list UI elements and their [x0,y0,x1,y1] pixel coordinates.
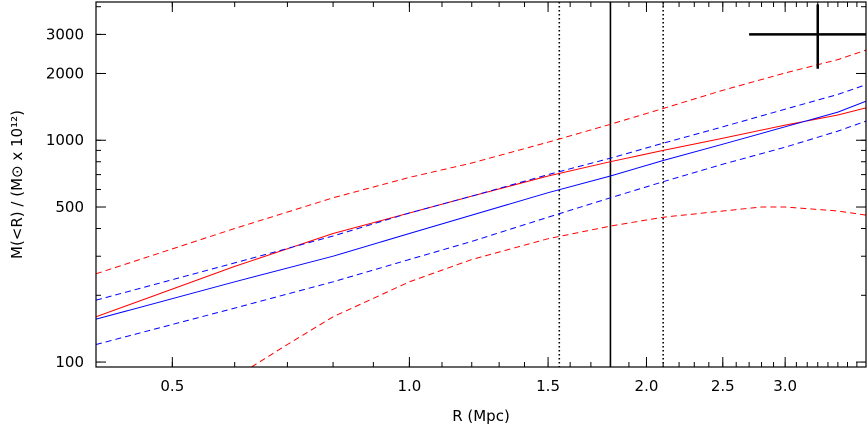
y-tick-label: 100 [55,353,84,371]
y-tick-label: 2000 [46,64,84,82]
series-red-solid-0 [96,107,866,318]
x-tick-label: 1.5 [536,377,560,395]
y-tick-label: 3000 [46,25,84,43]
x-tick-label: 3.0 [773,377,797,395]
x-tick-label: 1.0 [397,377,421,395]
y-tick-label: 1000 [46,131,84,149]
x-tick-label: 2.0 [635,377,659,395]
x-axis-label: R (Mpc) [452,407,510,425]
y-tick-label: 500 [55,198,84,216]
y-axis-label: M(<R) / (M⊙ x 10¹²) [8,110,26,259]
series-red-dashed-2 [251,206,866,367]
series-blue-solid-3 [96,100,866,320]
x-tick-label: 2.5 [711,377,735,395]
x-tick-label: 0.5 [160,377,184,395]
plot-content [96,2,866,367]
axis-ticks [95,2,867,367]
series-red-dashed-1 [96,49,866,275]
plot-frame [95,1,867,368]
tick-labels: 0.5 1.0 1.5 2.0 2.5 3.0 100 500 1000 2000 3000 [46,25,797,395]
series-blue-dashed-5 [96,120,866,345]
series-blue-dashed-4 [96,84,866,301]
